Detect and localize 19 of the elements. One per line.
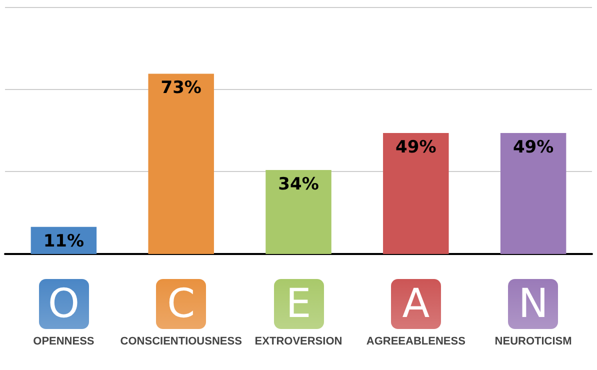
letter-tile-icon: O bbox=[38, 279, 89, 329]
x-tick-label: NEUROTICISM bbox=[494, 336, 572, 348]
data-label: 34% bbox=[278, 174, 319, 195]
bar bbox=[383, 132, 449, 254]
data-label: 49% bbox=[396, 137, 436, 158]
data-label: 11% bbox=[43, 231, 84, 252]
bar bbox=[148, 74, 214, 254]
letter-tile-icon: E bbox=[274, 279, 324, 329]
bar bbox=[266, 170, 332, 254]
x-tick-label: CONSCIENTIOUSNESS bbox=[120, 336, 242, 348]
x-tick-label: EXTROVERSION bbox=[254, 336, 342, 348]
letter-tile-icon: N bbox=[508, 279, 558, 329]
data-label: 49% bbox=[512, 137, 554, 158]
letter-tile-icon: A bbox=[390, 279, 441, 329]
bar bbox=[500, 132, 566, 254]
letter-tile-icon: C bbox=[156, 279, 206, 329]
data-label: 73% bbox=[160, 78, 202, 98]
x-tick-label: AGREEABLENESS bbox=[366, 336, 466, 348]
x-tick-label: OPENNESS bbox=[33, 336, 94, 348]
